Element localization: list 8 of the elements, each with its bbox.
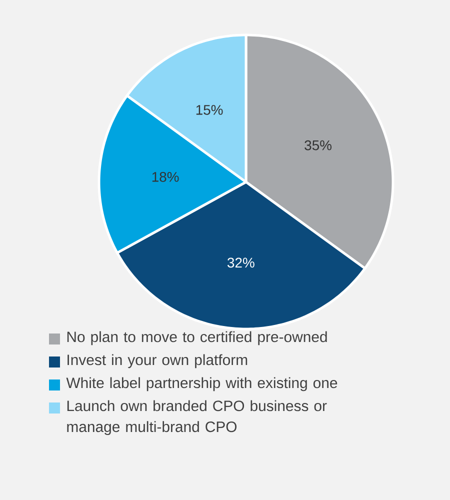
legend-label: White label partnership with existing one [66, 377, 338, 392]
legend-label: Invest in your own platform [68, 354, 248, 368]
legend-label: No plan to move to certified pre-owned [67, 331, 327, 346]
data-label: 18% [152, 172, 179, 182]
data-label: 35% [304, 140, 332, 150]
data-label: 15% [196, 105, 223, 115]
legend-label: Launch own branded CPO business or manage multi-brand CPO [67, 400, 327, 436]
data-label: 32% [228, 258, 254, 268]
